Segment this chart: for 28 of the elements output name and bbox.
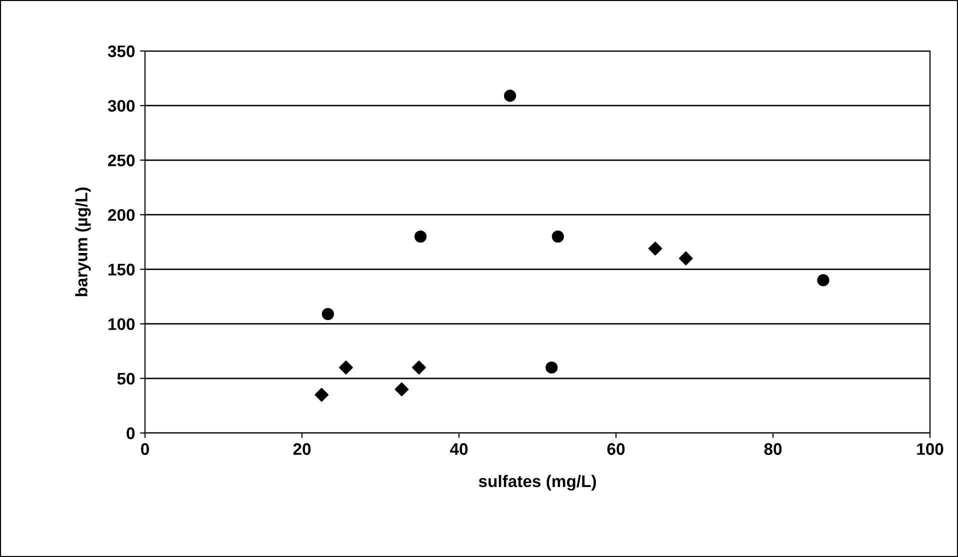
point xyxy=(648,242,662,256)
x-tick-label: 0 xyxy=(141,443,149,455)
point xyxy=(546,361,558,374)
point xyxy=(678,251,693,266)
y-tick-label: 100 xyxy=(108,318,135,330)
x-tick-label: 20 xyxy=(293,443,311,455)
x-tick-label: 60 xyxy=(607,443,625,455)
point xyxy=(322,308,334,320)
point xyxy=(394,382,409,396)
y-tick-label: 150 xyxy=(108,264,135,276)
point xyxy=(504,90,516,102)
y-tick-label: 300 xyxy=(108,100,135,112)
point xyxy=(552,230,564,243)
y-axis-title: baryum (µg/L) xyxy=(75,188,91,296)
y-tick-label: 0 xyxy=(126,427,135,440)
point xyxy=(314,388,329,402)
x-axis-title: sulfates (mg/L) xyxy=(478,474,596,491)
y-tick-label: 350 xyxy=(108,45,135,58)
point xyxy=(412,360,426,374)
point xyxy=(414,230,427,243)
x-tick-label: 40 xyxy=(450,443,468,455)
point xyxy=(339,360,353,374)
y-tick-label: 50 xyxy=(117,372,135,385)
x-tick-label: 80 xyxy=(764,443,782,455)
point xyxy=(817,274,830,286)
y-tick-label: 200 xyxy=(108,209,135,221)
y-tick-label: 250 xyxy=(108,154,135,166)
x-tick-label: 100 xyxy=(917,443,944,455)
